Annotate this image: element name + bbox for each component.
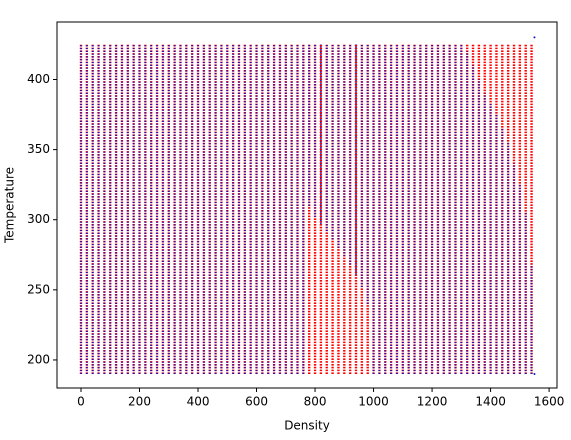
x-tick-label: 800 xyxy=(304,395,327,409)
point xyxy=(533,372,536,375)
x-tick-label: 1000 xyxy=(358,395,389,409)
x-tick-label: 0 xyxy=(77,395,85,409)
plot-frame xyxy=(56,21,558,389)
x-tick-label: 1600 xyxy=(534,395,565,409)
x-tick-label: 1200 xyxy=(417,395,448,409)
x-tick-label: 600 xyxy=(245,395,268,409)
y-tick-label: 200 xyxy=(27,352,50,366)
point xyxy=(533,36,536,39)
y-tick-label: 400 xyxy=(27,72,50,86)
x-axis-label: Density xyxy=(284,419,330,433)
x-tick-label: 200 xyxy=(128,395,151,409)
y-tick-label: 300 xyxy=(27,212,50,226)
y-axis-label: Temperature xyxy=(3,167,17,244)
x-tick-label: 1400 xyxy=(475,395,506,409)
x-tick-label: 400 xyxy=(187,395,210,409)
y-tick-label: 350 xyxy=(27,142,50,156)
y-tick-label: 250 xyxy=(27,282,50,296)
